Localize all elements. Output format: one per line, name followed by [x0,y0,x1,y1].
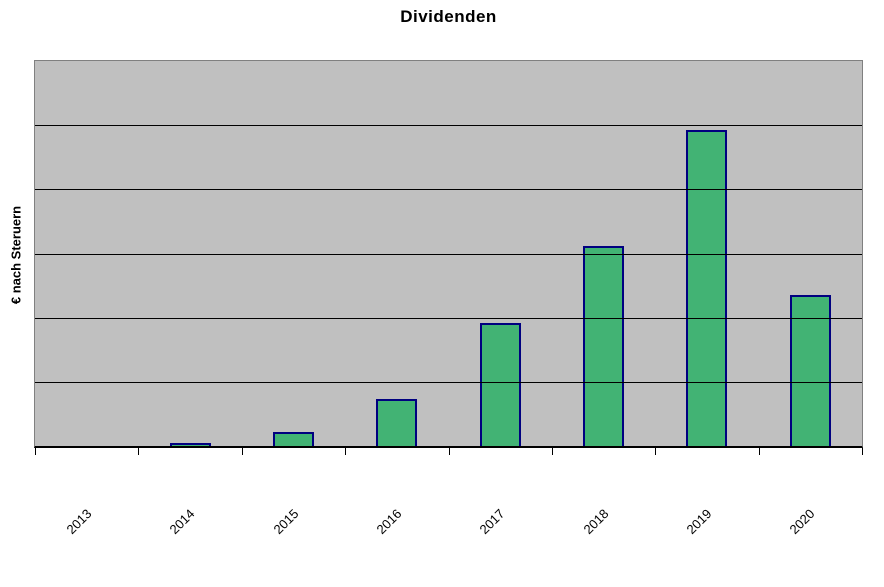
x-axis-label-2020: 2020 [786,506,818,538]
x-axis-label-2014: 2014 [166,506,198,538]
plot-area [34,60,863,448]
x-axis-tick [552,448,553,455]
x-axis-tick [862,448,863,455]
bar-2020 [789,295,831,446]
x-axis-label-2019: 2019 [683,506,715,538]
x-axis-tick [242,448,243,455]
x-axis-label-2015: 2015 [269,506,302,538]
x-axis-tick [138,448,139,455]
bar-2015 [272,432,314,446]
bar-2018 [583,246,625,446]
x-axis-label-2018: 2018 [580,506,612,538]
x-axis-tick [345,448,346,455]
bar-2019 [686,130,728,446]
gridline [35,189,862,190]
gridline [35,125,862,126]
gridline [35,254,862,255]
gridline [35,318,862,319]
x-axis-tick [35,448,36,455]
x-axis-tick [449,448,450,455]
bar-2014 [169,443,211,446]
x-axis-tick [655,448,656,455]
x-axis-label-2013: 2013 [63,506,95,538]
gridline [35,382,862,383]
x-axis-tick [759,448,760,455]
bar-2017 [479,323,521,446]
x-axis-label-2016: 2016 [373,506,405,538]
y-axis-title: € nach Steruern [8,205,24,305]
x-axis-label-2017: 2017 [476,506,508,538]
chart-title: Dividenden [400,7,497,26]
bar-2016 [376,399,418,446]
